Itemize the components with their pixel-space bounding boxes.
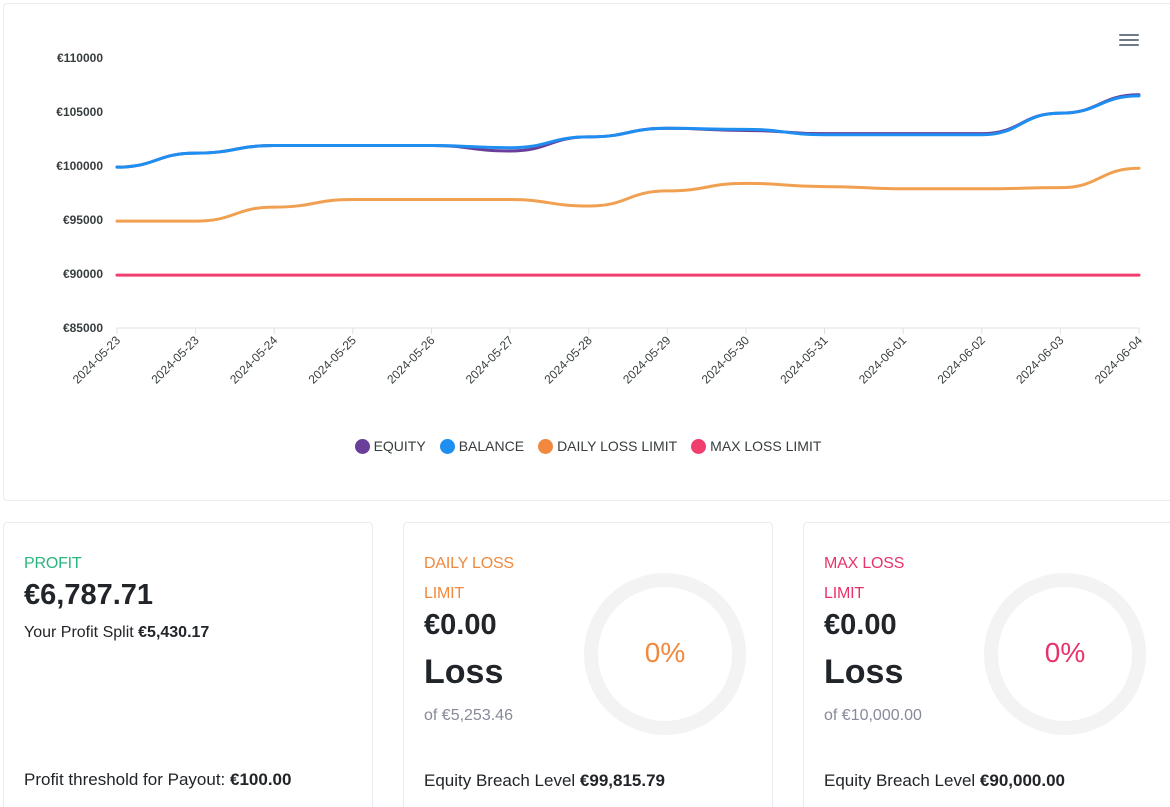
legend-dot-icon	[354, 438, 370, 454]
daily-loss-card: DAILY LOSS LIMIT €0.00 Loss of €5,253.46…	[403, 522, 773, 807]
profit-label: PROFIT	[24, 555, 82, 572]
max-loss-percent: 0%	[1044, 637, 1086, 668]
chart-card	[3, 3, 1170, 501]
legend-dot-icon	[439, 438, 455, 454]
max-loss-progress-ring	[984, 573, 1146, 735]
daily-loss-label-line2: LIMIT	[424, 585, 464, 602]
x-tick-label: 2024-05-31	[777, 333, 831, 387]
profit-split: Your Profit Split €5,430.17	[24, 624, 209, 642]
x-tick-label: 2024-05-23	[70, 333, 124, 387]
daily-loss-progress-ring	[584, 573, 746, 735]
profit-threshold-value: €100.00	[230, 770, 292, 789]
max-loss-word: Loss	[824, 653, 904, 691]
x-tick-label: 2024-06-01	[856, 333, 910, 387]
daily-loss-of-text: of €5,253.46	[424, 707, 513, 724]
max-loss-label-line2: LIMIT	[824, 585, 864, 602]
x-tick-label: 2024-06-02	[935, 333, 989, 387]
daily-loss-percent: 0%	[644, 637, 686, 668]
y-tick-label: €110000	[57, 51, 103, 65]
daily-breach-label: Equity Breach Level	[424, 771, 580, 790]
series-line-equity	[115, 93, 1141, 169]
daily-loss-word: Loss	[424, 653, 504, 691]
max-loss-card: MAX LOSS LIMIT €0.00 Loss of €10,000.00 …	[803, 522, 1170, 807]
profit-split-value: €5,430.17	[138, 624, 210, 641]
x-tick-label: 2024-05-25	[306, 333, 360, 387]
y-tick-label: €90000	[63, 267, 103, 281]
daily-loss-amount: €0.00	[424, 609, 497, 641]
profit-threshold-label: Profit threshold for Payout:	[24, 770, 230, 789]
legend-dot-icon	[691, 438, 707, 454]
daily-breach-value: €99,815.79	[579, 771, 666, 790]
chart-legend: EQUITY BALANCE DAILY LOSS LIMIT MAX LOSS…	[0, 438, 1170, 454]
max-breach-level: Equity Breach Level €90,000.00	[824, 771, 1065, 791]
x-tick-label: 2024-05-27	[463, 333, 517, 387]
legend-dot-icon	[538, 438, 554, 454]
x-tick-label: 2024-05-28	[542, 333, 596, 387]
x-tick-label: 2024-05-29	[620, 333, 674, 387]
series-line-balance	[115, 94, 1141, 169]
legend-label: DAILY LOSS LIMIT	[557, 438, 678, 454]
y-tick-label: €85000	[63, 321, 103, 335]
profit-threshold: Profit threshold for Payout: €100.00	[24, 770, 291, 790]
legend-label: MAX LOSS LIMIT	[710, 438, 822, 454]
legend-label: EQUITY	[373, 438, 426, 454]
x-tick-label: 2024-05-23	[148, 333, 202, 387]
daily-breach-level: Equity Breach Level €99,815.79	[424, 771, 665, 791]
x-tick-label: 2024-06-03	[1013, 333, 1067, 387]
profit-split-label: Your Profit Split	[24, 624, 139, 641]
x-tick-label: 2024-05-30	[699, 333, 753, 387]
max-loss-label: MAX LOSS LIMIT	[824, 549, 904, 609]
legend-item-daily-loss-limit[interactable]: DAILY LOSS LIMIT	[538, 438, 677, 454]
max-breach-value: €90,000.00	[979, 771, 1066, 790]
legend-item-max-loss-limit[interactable]: MAX LOSS LIMIT	[691, 438, 821, 454]
equity-chart: €110000€105000€100000€95000€90000€850002…	[56, 51, 1146, 387]
max-loss-label-line1: MAX LOSS	[824, 555, 905, 572]
x-tick-label: 2024-06-04	[1092, 333, 1146, 387]
profit-amount: €6,787.71	[24, 579, 154, 611]
profit-card: PROFIT €6,787.71 Your Profit Split €5,43…	[3, 522, 373, 807]
max-breach-label: Equity Breach Level	[824, 771, 980, 790]
max-loss-of-text: of €10,000.00	[824, 707, 922, 724]
x-tick-label: 2024-05-24	[227, 333, 281, 387]
y-tick-label: €105000	[56, 105, 103, 119]
legend-item-equity[interactable]: EQUITY	[354, 438, 426, 454]
max-loss-amount: €0.00	[824, 609, 897, 641]
legend-label: BALANCE	[458, 438, 525, 454]
chart-menu-icon[interactable]	[1117, 31, 1141, 51]
daily-loss-label: DAILY LOSS LIMIT	[424, 549, 514, 609]
daily-loss-label-line1: DAILY LOSS	[424, 555, 514, 572]
x-tick-label: 2024-05-26	[384, 333, 438, 387]
series-line-daily-loss-limit	[115, 166, 1141, 223]
legend-item-balance[interactable]: BALANCE	[439, 438, 525, 454]
y-tick-label: €100000	[56, 159, 103, 173]
y-tick-label: €95000	[63, 213, 103, 227]
